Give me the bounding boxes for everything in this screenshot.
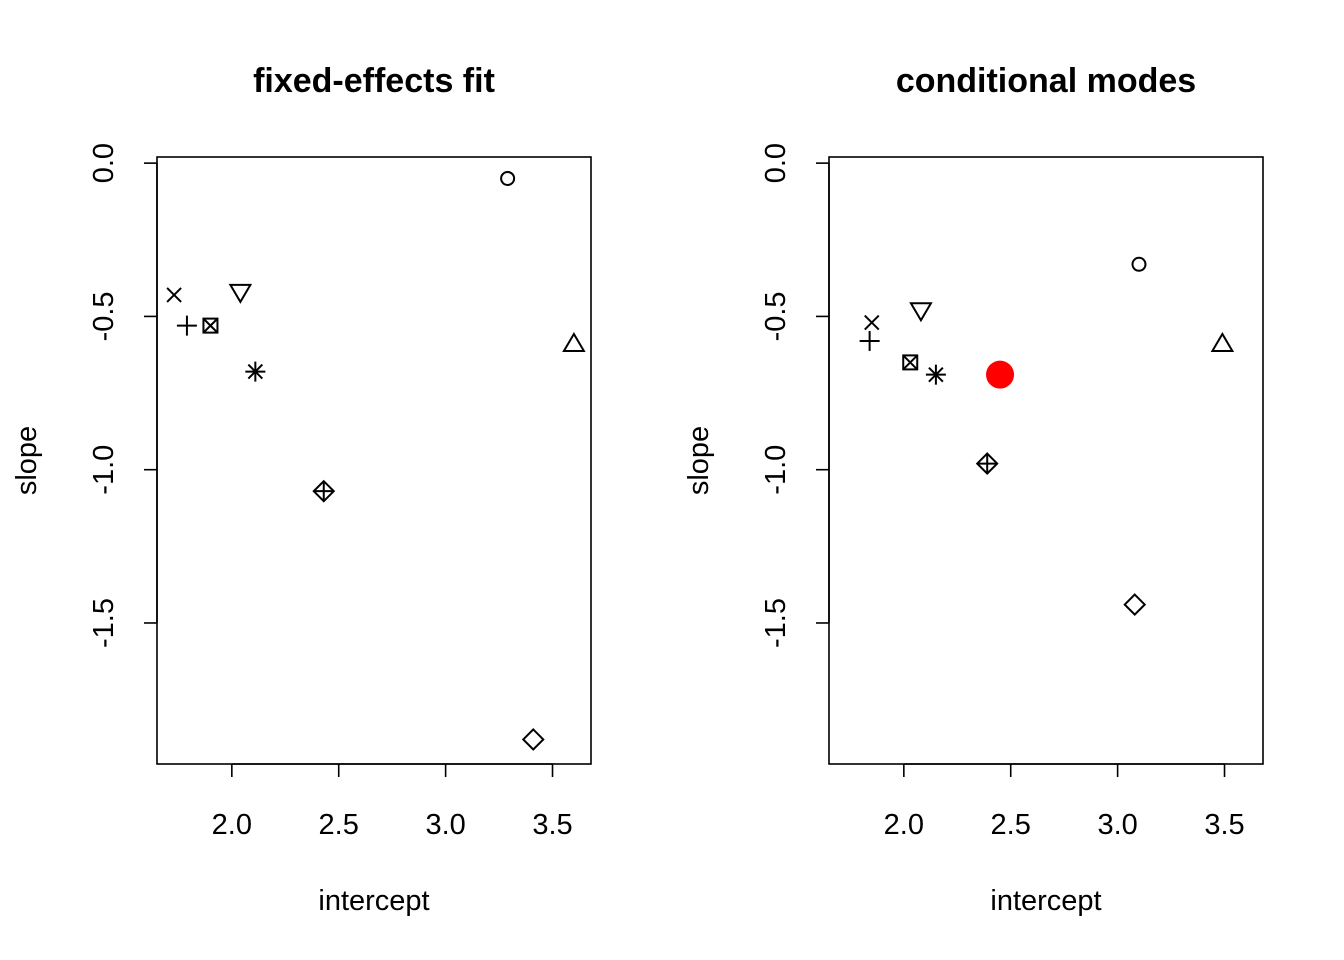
y-tick-label: -0.5 [760,291,792,341]
panel-conditional-modes: conditional modes 2.0 2.5 3.0 3.5 0.0 -0.5 -1.0… [683,62,1264,917]
x-tick-label: 2.5 [319,809,359,841]
y-tick-label: 0.0 [88,143,120,183]
panel-fixed-effects-fit: fixed-effects fit 2.0 2.5 3.0 3.5 0.0 -0.5 -1.0… [11,62,592,917]
x-tick-label: 3.5 [532,809,572,841]
data-point-circle [500,170,516,186]
data-point-plus [859,330,880,351]
data-point-cross [166,287,182,303]
y-axis-label: slope [683,426,715,495]
y-tick-label: -1.5 [88,598,120,648]
y-tick-label: -1.5 [760,598,792,648]
y-tick-label: 0.0 [760,143,792,183]
plot-frame [828,156,1264,765]
data-point-cross [864,314,880,331]
y-axis-label: slope [11,426,43,495]
chart-title: conditional modes [896,62,1196,100]
data-point-filled-circle [986,360,1015,389]
x-tick-label: 3.0 [1097,809,1137,841]
y-tick-label: -1.0 [88,445,120,495]
x-axis-label: intercept [990,885,1101,917]
data-point-square-cross [202,317,219,334]
data-point-asterisk [245,361,266,382]
x-tick-label: 2.5 [991,809,1031,841]
data-point-triangle-up [1210,332,1235,353]
y-tick-label: -1.0 [760,445,792,495]
data-point-asterisk [925,364,946,385]
data-point-diamond-plus [975,452,999,475]
data-point-plus [176,315,197,336]
data-point-triangle-down [228,283,253,304]
chart-title: fixed-effects fit [253,62,495,100]
y-tick-label: -0.5 [88,291,120,341]
x-tick-label: 3.5 [1204,809,1244,841]
data-point-diamond-plus [312,479,336,503]
data-point-diamond [1123,593,1147,617]
data-point-diamond [521,728,545,751]
x-axis-label: intercept [318,885,429,917]
data-point-triangle-up [562,332,586,353]
x-tick-label: 2.0 [884,809,924,841]
plot-frame [156,156,592,765]
data-point-square-cross [902,354,919,371]
data-point-circle [1131,256,1147,272]
x-tick-label: 3.0 [425,809,465,841]
x-tick-label: 2.0 [212,809,252,841]
data-point-triangle-down [909,302,933,323]
